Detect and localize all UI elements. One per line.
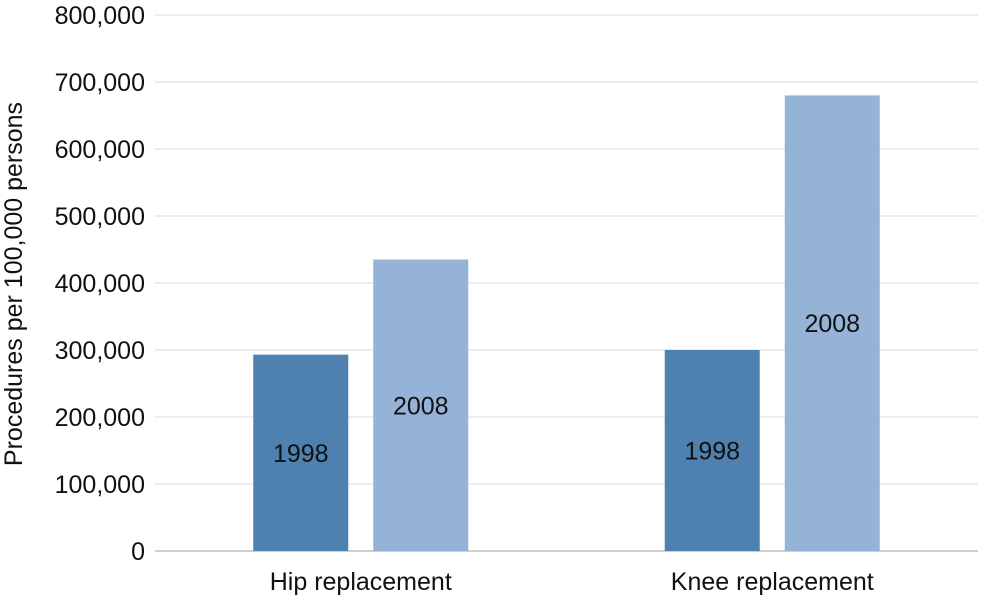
bar-series-label: 2008 — [393, 392, 449, 420]
bar-2008-0 — [373, 259, 469, 551]
x-category-label: Hip replacement — [270, 568, 452, 596]
bar-1998-1 — [664, 350, 760, 551]
bar-series-label: 1998 — [684, 438, 740, 466]
y-axis-label: Procedures per 100,000 persons — [0, 102, 28, 466]
y-tick-label: 400,000 — [55, 270, 145, 298]
y-tick-label: 0 — [131, 538, 145, 566]
y-tick-label: 800,000 — [55, 2, 145, 30]
y-tick-label: 100,000 — [55, 471, 145, 499]
bar-series-label: 1998 — [273, 440, 329, 468]
x-axis-categories: Hip replacement Knee replacement — [270, 568, 874, 596]
y-tick-label: 600,000 — [55, 136, 145, 164]
x-category-label: Knee replacement — [671, 568, 874, 596]
y-tick-label: 300,000 — [55, 337, 145, 365]
bar-series-label: 2008 — [804, 310, 860, 338]
bar-2008-1 — [784, 95, 880, 552]
bars: 1998 2008 1998 2008 — [253, 95, 880, 552]
y-tick-label: 700,000 — [55, 69, 145, 97]
y-tick-label: 200,000 — [55, 404, 145, 432]
y-tick-label: 500,000 — [55, 203, 145, 231]
bar-1998-0 — [253, 354, 349, 551]
y-axis-ticks: 0 100,000 200,000 300,000 400,000 500,000 600,… — [55, 2, 145, 566]
